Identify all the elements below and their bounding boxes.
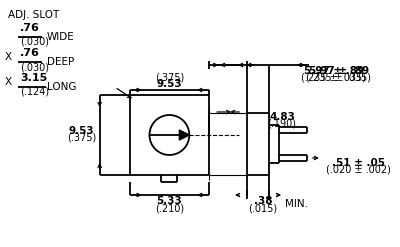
Text: .38: .38 bbox=[254, 196, 272, 206]
Text: 4.83: 4.83 bbox=[269, 112, 295, 122]
Text: (.375): (.375) bbox=[67, 133, 96, 143]
Text: 9.53: 9.53 bbox=[69, 126, 94, 136]
Text: (.235 ± .035): (.235 ± .035) bbox=[306, 73, 371, 83]
Text: X: X bbox=[5, 77, 12, 87]
Text: .76: .76 bbox=[20, 23, 40, 33]
Text: (.030): (.030) bbox=[20, 62, 49, 72]
Text: 9.53: 9.53 bbox=[156, 79, 182, 89]
Text: (.235 ± .035): (.235 ± .035) bbox=[301, 73, 366, 83]
Text: (.190): (.190) bbox=[268, 119, 296, 129]
Text: (.015): (.015) bbox=[248, 203, 278, 213]
Text: WIDE: WIDE bbox=[47, 32, 74, 42]
Text: .76: .76 bbox=[20, 48, 40, 58]
Text: 3.15: 3.15 bbox=[20, 73, 47, 83]
Text: 5.97 ± .89: 5.97 ± .89 bbox=[309, 66, 369, 76]
Text: (.210): (.210) bbox=[155, 203, 184, 213]
Text: 5.97 ± .89: 5.97 ± .89 bbox=[304, 66, 364, 76]
Text: (.020 ± .002): (.020 ± .002) bbox=[326, 165, 391, 175]
Text: (.375): (.375) bbox=[155, 72, 184, 82]
Text: (.124): (.124) bbox=[20, 87, 49, 97]
Text: LONG: LONG bbox=[47, 82, 76, 92]
Text: 5.33: 5.33 bbox=[156, 196, 182, 206]
Polygon shape bbox=[179, 130, 189, 140]
Text: X: X bbox=[5, 52, 12, 62]
Text: DEEP: DEEP bbox=[47, 57, 74, 67]
Text: .51 ± .05: .51 ± .05 bbox=[332, 158, 385, 168]
Text: (.030): (.030) bbox=[20, 37, 49, 47]
Text: ADJ. SLOT: ADJ. SLOT bbox=[8, 10, 59, 20]
Text: MIN.: MIN. bbox=[286, 199, 308, 209]
